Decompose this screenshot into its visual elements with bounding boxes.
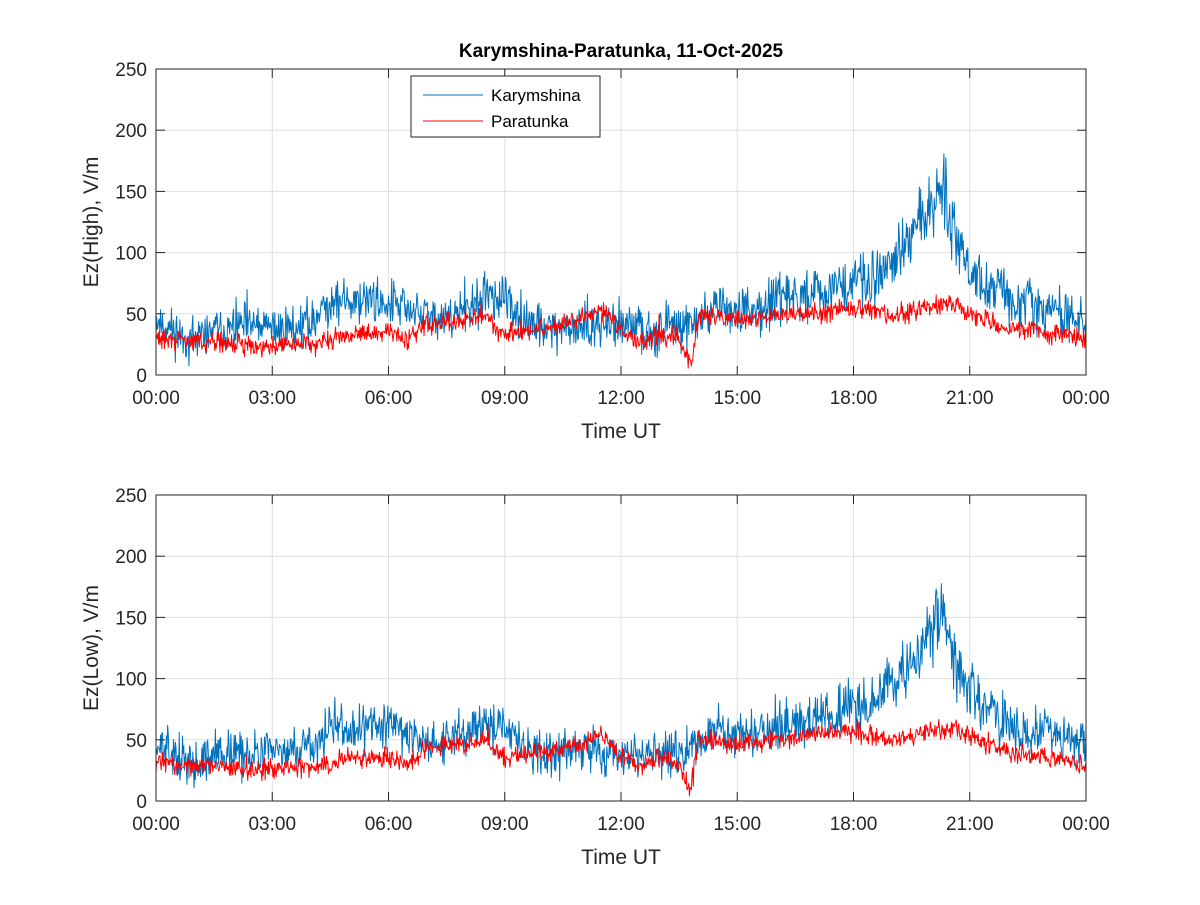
y-tick-label: 250 — [115, 60, 147, 81]
x-tick-label: 18:00 — [830, 388, 878, 409]
x-tick-label: 12:00 — [597, 388, 645, 409]
series-line-paratunka — [155, 718, 1087, 797]
x-tick-label: 00:00 — [1062, 388, 1110, 409]
x-tick-label: 00:00 — [132, 814, 180, 835]
x-tick-label: 12:00 — [597, 814, 645, 835]
x-tick-label: 15:00 — [713, 814, 761, 835]
y-tick-label: 200 — [115, 547, 147, 568]
series-line-karymshina — [155, 153, 1087, 367]
x-tick-label: 09:00 — [481, 388, 529, 409]
series-line-karymshina — [155, 583, 1087, 789]
x-tick-label: 03:00 — [248, 814, 296, 835]
y-tick-label: 250 — [115, 486, 147, 507]
x-tick-label: 15:00 — [713, 388, 761, 409]
legend-box — [410, 75, 601, 138]
y-tick-label: 150 — [115, 182, 147, 203]
x-tick-label: 00:00 — [132, 388, 180, 409]
y-tick-label: 200 — [115, 121, 147, 142]
legend: Karymshina Paratunka — [410, 75, 601, 138]
x-axis-label: Time UT — [581, 846, 661, 869]
y-tick-label: 100 — [115, 244, 147, 265]
y-axis-label: Ez(Low), V/m — [80, 585, 103, 711]
y-axis-label: Ez(High), V/m — [80, 157, 103, 288]
legend-label-karymshina: Karymshina — [491, 86, 581, 105]
x-tick-label: 21:00 — [946, 814, 994, 835]
chart-title: Karymshina-Paratunka, 11-Oct-2025 — [459, 41, 784, 62]
x-tick-label: 00:00 — [1062, 814, 1110, 835]
series-line-paratunka — [155, 294, 1087, 369]
axes-panel-1: 00:00 03:00 06:00 09:00 12:00 15:00 18:00 21:00… — [80, 41, 1110, 443]
x-tick-label: 09:00 — [481, 814, 529, 835]
x-tick-label: 03:00 — [248, 388, 296, 409]
y-tick-label: 50 — [126, 305, 147, 326]
y-tick-label: 50 — [126, 731, 147, 752]
x-axis-label: Time UT — [581, 420, 661, 443]
x-tick-label: 06:00 — [365, 388, 413, 409]
y-tick-label: 100 — [115, 670, 147, 691]
axes-panel-2: 00:00 03:00 06:00 09:00 12:00 15:00 18:00 21:00… — [80, 486, 1110, 869]
x-tick-label: 18:00 — [830, 814, 878, 835]
y-tick-label: 0 — [136, 792, 147, 813]
x-tick-label: 06:00 — [365, 814, 413, 835]
legend-label-paratunka: Paratunka — [491, 112, 569, 131]
y-tick-label: 0 — [136, 366, 147, 387]
x-tick-label: 21:00 — [946, 388, 994, 409]
y-tick-label: 150 — [115, 608, 147, 629]
